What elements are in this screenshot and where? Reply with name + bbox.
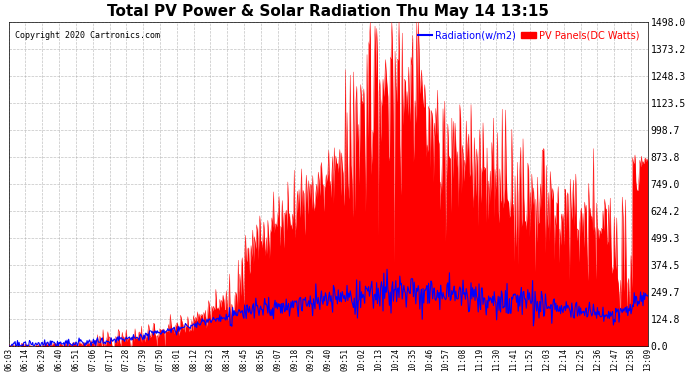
Title: Total PV Power & Solar Radiation Thu May 14 13:15: Total PV Power & Solar Radiation Thu May…: [107, 4, 549, 19]
Text: Copyright 2020 Cartronics.com: Copyright 2020 Cartronics.com: [15, 32, 160, 40]
Legend: Radiation(w/m2), PV Panels(DC Watts): Radiation(w/m2), PV Panels(DC Watts): [414, 27, 643, 44]
